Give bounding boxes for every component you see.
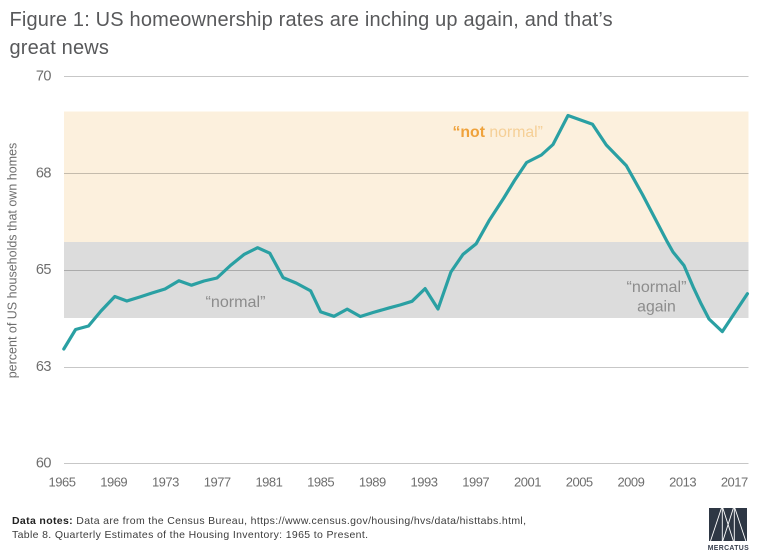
- svg-text:1977: 1977: [204, 475, 231, 490]
- svg-text:60: 60: [36, 456, 52, 472]
- svg-text:again: again: [637, 299, 676, 316]
- svg-text:“normal”: “normal”: [206, 293, 266, 311]
- svg-text:1973: 1973: [152, 475, 179, 490]
- svg-text:68: 68: [36, 166, 52, 182]
- svg-text:2001: 2001: [514, 475, 541, 490]
- svg-text:70: 70: [36, 69, 52, 85]
- svg-text:1997: 1997: [462, 475, 489, 490]
- svg-text:“not normal”: “not normal”: [453, 124, 543, 141]
- svg-text:2017: 2017: [721, 475, 748, 490]
- svg-text:2005: 2005: [566, 475, 593, 490]
- svg-text:63: 63: [36, 359, 52, 375]
- svg-text:MERCATUS: MERCATUS: [708, 545, 749, 552]
- svg-text:1981: 1981: [255, 475, 282, 490]
- svg-text:1985: 1985: [307, 475, 334, 490]
- svg-text:1965: 1965: [49, 475, 76, 490]
- svg-text:2009: 2009: [617, 475, 644, 490]
- svg-text:1969: 1969: [100, 475, 127, 490]
- svg-text:1993: 1993: [411, 475, 438, 490]
- svg-text:percent of US households that: percent of US households that own homes: [6, 143, 20, 379]
- svg-text:2013: 2013: [669, 475, 696, 490]
- svg-text:“normal”: “normal”: [627, 278, 687, 296]
- svg-text:65: 65: [36, 262, 52, 278]
- svg-text:1989: 1989: [359, 475, 386, 490]
